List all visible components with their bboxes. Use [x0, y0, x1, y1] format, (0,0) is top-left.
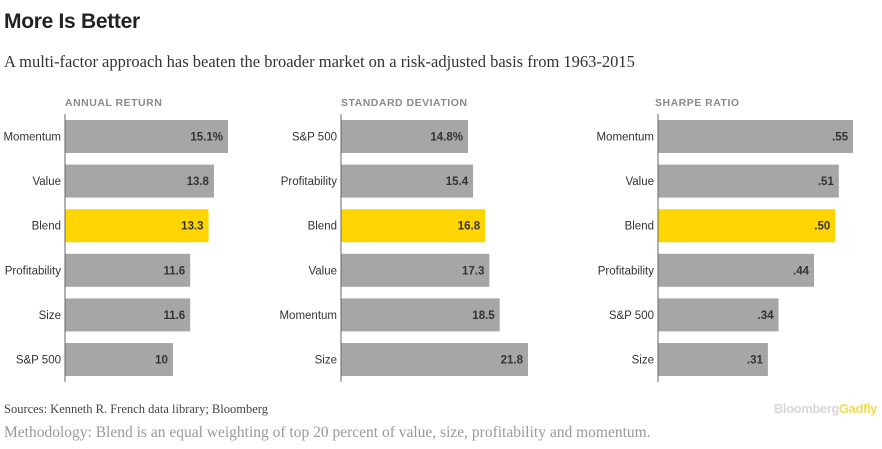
value-label-sharpe-ratio-momentum: .55: [832, 132, 849, 144]
chart-subtitle: A multi-factor approach has beaten the b…: [4, 52, 635, 71]
bar-standard-deviation-momentum: [341, 298, 500, 332]
bar-sharpe-ratio-momentum: [658, 120, 853, 153]
category-label-sharpe-ratio-size: Size: [632, 355, 654, 367]
bloomberg-gadfly-logo: BloombergGadfly: [774, 401, 877, 416]
category-label-sharpe-ratio-blend: Blend: [625, 221, 654, 233]
bar-standard-deviation-value: [341, 253, 490, 287]
category-label-annual-return-s-p-500: S&P 500: [16, 355, 61, 367]
category-label-standard-deviation-size: Size: [315, 355, 337, 367]
bar-standard-deviation-blend: [341, 209, 486, 243]
bar-sharpe-ratio-size: [658, 343, 768, 376]
value-label-standard-deviation-size: 21.8: [501, 355, 524, 367]
chart-title: More Is Better: [4, 10, 140, 33]
value-label-sharpe-ratio-value: .51: [818, 176, 835, 188]
category-label-standard-deviation-s-p-500: S&P 500: [292, 132, 337, 144]
bar-annual-return-value: [65, 164, 214, 198]
value-label-standard-deviation-blend: 16.8: [458, 221, 481, 233]
category-label-standard-deviation-blend: Blend: [308, 221, 337, 233]
category-label-standard-deviation-profitability: Profitability: [281, 176, 337, 188]
category-label-sharpe-ratio-value: Value: [625, 176, 654, 188]
category-label-sharpe-ratio-s-p-500: S&P 500: [609, 310, 654, 322]
value-label-annual-return-blend: 13.3: [181, 221, 203, 233]
category-label-sharpe-ratio-momentum: Momentum: [596, 132, 654, 144]
panel-title-standard-deviation: STANDARD DEVIATION: [341, 97, 467, 109]
value-label-annual-return-momentum: 15.1%: [190, 132, 223, 144]
value-label-standard-deviation-momentum: 18.5: [472, 310, 495, 322]
category-label-sharpe-ratio-profitability: Profitability: [598, 265, 654, 277]
category-label-standard-deviation-momentum: Momentum: [279, 310, 337, 322]
value-label-sharpe-ratio-size: .31: [747, 355, 764, 367]
bar-standard-deviation-profitability: [341, 164, 474, 198]
panel-title-annual-return: ANNUAL RETURN: [65, 97, 162, 109]
category-label-annual-return-value: Value: [32, 176, 61, 188]
logo-text-gadfly: Gadfly: [838, 401, 877, 416]
bar-annual-return-profitability: [65, 253, 191, 287]
category-label-annual-return-profitability: Profitability: [5, 265, 61, 277]
value-label-annual-return-s-p-500: 10: [155, 355, 168, 367]
category-label-annual-return-size: Size: [39, 310, 61, 322]
category-label-standard-deviation-value: Value: [308, 265, 337, 277]
bar-sharpe-ratio-value: [658, 164, 839, 198]
value-label-standard-deviation-s-p-500: 14.8%: [430, 132, 463, 144]
category-label-annual-return-momentum: Momentum: [3, 132, 61, 144]
bar-sharpe-ratio-profitability: [658, 253, 814, 287]
value-label-sharpe-ratio-profitability: .44: [793, 265, 810, 277]
value-label-annual-return-value: 13.8: [187, 176, 210, 188]
panel-title-sharpe-ratio: SHARPE RATIO: [655, 97, 740, 109]
value-label-standard-deviation-profitability: 15.4: [446, 176, 469, 188]
bar-standard-deviation-size: [341, 343, 528, 376]
source-note: Sources: Kenneth R. French data library;…: [4, 402, 268, 416]
bar-annual-return-momentum: [65, 120, 228, 153]
value-label-sharpe-ratio-blend: .50: [814, 221, 830, 233]
bar-annual-return-s-p-500: [65, 343, 173, 376]
bar-sharpe-ratio-s-p-500: [658, 298, 779, 332]
value-label-sharpe-ratio-s-p-500: .34: [758, 310, 775, 322]
bar-sharpe-ratio-blend: [658, 209, 836, 243]
value-label-standard-deviation-value: 17.3: [462, 265, 484, 277]
methodology-note: Methodology: Blend is an equal weighting…: [4, 424, 651, 441]
logo-text-bloomberg: Bloomberg: [773, 401, 839, 416]
value-label-annual-return-size: 11.6: [163, 310, 185, 322]
bar-annual-return-size: [65, 298, 191, 332]
bar-annual-return-blend: [65, 209, 209, 243]
bar-standard-deviation-s-p-500: [341, 120, 468, 153]
value-label-annual-return-profitability: 11.6: [163, 265, 185, 277]
category-label-annual-return-blend: Blend: [32, 221, 61, 233]
